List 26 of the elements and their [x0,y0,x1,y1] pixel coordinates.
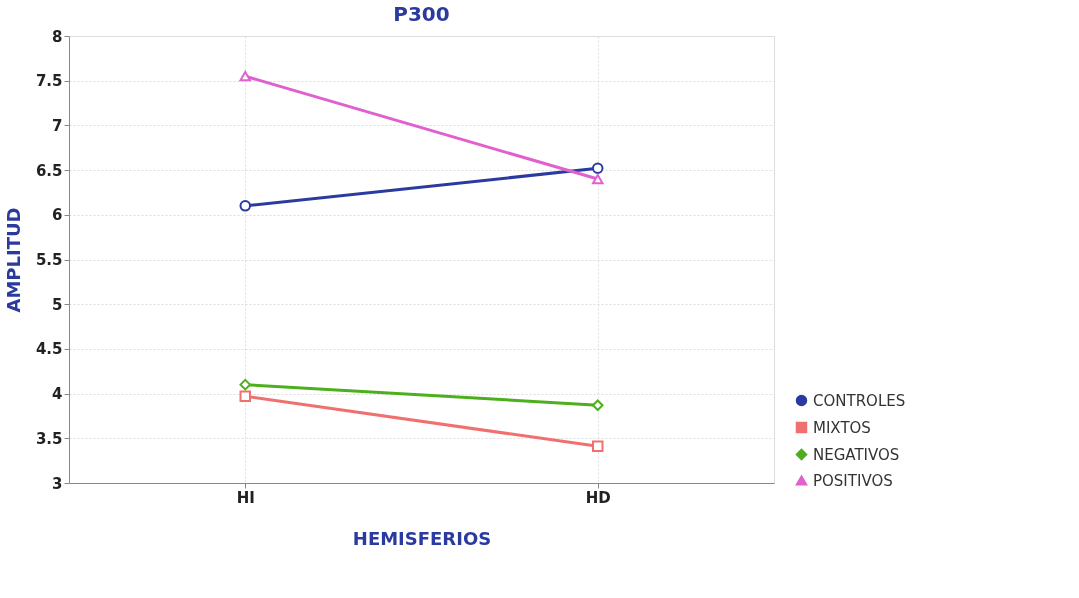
legend-label: MIXTOS [813,418,871,437]
point [239,390,251,403]
x-axis-title: HEMISFERIOS [352,527,492,549]
y-axis-title: AMPLITUD [2,207,24,313]
y-tick-label: 5.5 [35,251,63,269]
y-tick-label: 6 [52,206,63,225]
y-tick-label: 7 [52,116,63,135]
point [239,378,251,391]
y-tick-label: 7.5 [35,72,63,91]
point [592,440,604,453]
legend-label: NEGATIVOS [813,445,900,464]
y-tick-label: 3.5 [35,429,63,448]
legend-label: CONTROLES [813,391,906,410]
chart-title: P300 [393,2,450,26]
y-tick-label: 4.5 [35,340,63,359]
point [239,200,251,212]
x-tick-label: HD [585,488,611,507]
legend-label: POSITIVOS [813,471,893,490]
y-tick-label: 3 [52,474,63,493]
y-tick-label: 4 [52,385,63,404]
y-tick-label: 8 [52,27,63,46]
x-tick-label: HI [236,488,255,507]
point [592,399,604,411]
y-tick-label: 5 [52,295,63,314]
point [592,162,604,175]
y-tick-label: 6.5 [35,161,63,180]
